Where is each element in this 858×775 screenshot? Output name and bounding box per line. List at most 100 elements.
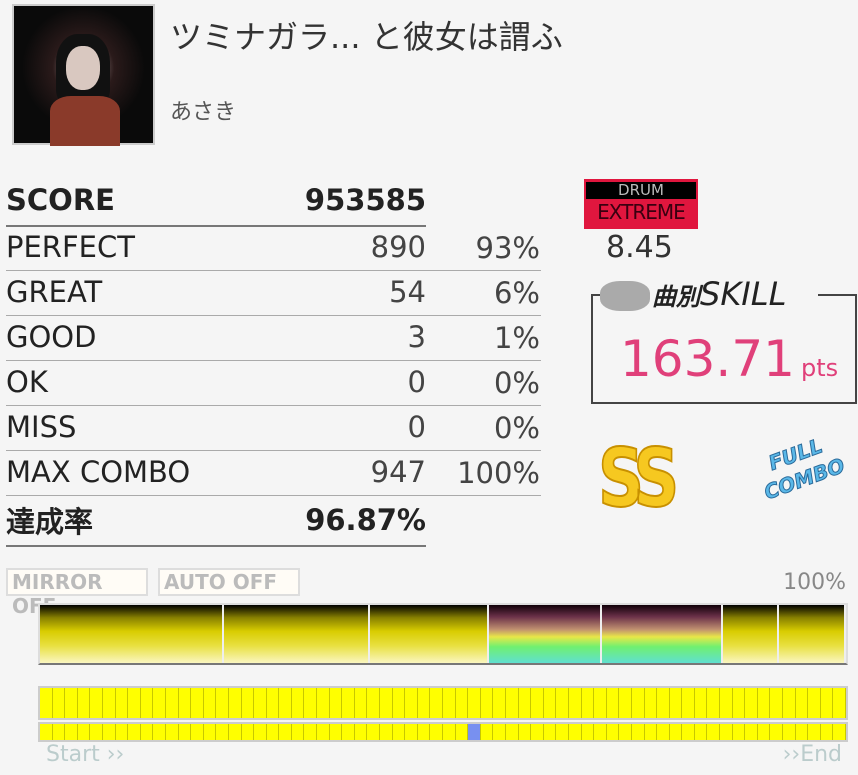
timeline-cell [783,724,796,740]
progress-percent: 100% [783,570,846,595]
timeline-cell [644,724,658,740]
timeline-cell [657,724,670,740]
judgement-count: 947 [370,455,426,489]
timeline-cell [757,688,771,718]
divider [6,545,426,547]
timeline-cell [90,724,103,740]
timeline-cell [128,724,141,740]
timeline-cell [757,724,771,740]
timeline-cell [102,688,116,718]
timeline-cell [417,724,431,740]
timeline-cell [531,724,544,740]
skill-number: 163.71 [620,330,795,388]
judgement-count: 890 [370,230,426,264]
full-combo-badge: FULL COMBO [749,427,858,524]
skill-header: 曲別SKILL [600,275,786,313]
timeline-cell [443,688,456,718]
timeline-cell [77,688,91,718]
rate-value: 96.87% [305,503,426,537]
timeline-cell [367,724,381,740]
skill-frame-line [818,294,857,296]
judgement-label: PERFECT [6,230,135,264]
timeline-cell [304,688,318,718]
album-jacket [12,4,155,146]
timeline-cell [52,688,66,718]
timeline-cell [65,724,78,740]
position-bar[interactable] [38,722,848,742]
song-artist: あさき [170,100,237,125]
timeline-cell [266,688,280,718]
timeline-cell [594,688,607,718]
position-marker [468,724,481,740]
timeline-cell [430,688,443,718]
timeline-cell [795,688,809,718]
graph-section [40,605,224,663]
timeline-cell [342,688,355,718]
timeline-cell [720,688,733,718]
end-label: ››End [782,742,842,767]
judgement-percent: 0% [493,411,540,445]
judgement-percent: 93% [475,231,540,265]
timeline-cell [770,688,784,718]
timeline-cell [631,724,645,740]
timeline-cell [392,688,406,718]
divider [6,360,541,361]
timeline-cell [405,724,418,740]
timeline-cell [115,724,129,740]
judgement-percent: 1% [493,321,540,355]
divider [6,450,541,451]
skill-kanji: 曲別 [652,283,700,311]
judgement-count: 0 [407,410,426,444]
timeline-cell [682,688,695,718]
timeline-cell [165,688,179,718]
judgement-percent: 100% [457,456,540,490]
timeline-cell [102,724,116,740]
rank-badge: SS [597,431,680,526]
timeline-cell [354,688,368,718]
timeline-cell [90,688,103,718]
skill-frame-line [591,294,603,296]
timeline-cell [694,724,708,740]
timeline-cell [795,724,809,740]
skill-logo-icon [600,281,650,311]
judgement-row: MISS 0 [6,405,426,449]
graph-section [779,605,846,663]
divider [6,495,541,496]
timeline-cell [367,688,381,718]
judgement-count: 0 [407,365,426,399]
judgement-label: MAX COMBO [6,455,191,489]
timeline-cell [178,724,192,740]
timeline-cell [606,688,620,718]
timeline-cell [443,724,456,740]
judgement-count: 3 [407,320,426,354]
timeline-cell [543,688,557,718]
skill-box [591,294,857,404]
timeline-cell [820,724,834,740]
timeline-cell [417,688,431,718]
timeline-cell [153,688,166,718]
judgement-percent: 0% [493,366,540,400]
timeline-cell [65,688,78,718]
timeline-cell [203,688,217,718]
divider [6,405,541,406]
difficulty-level: 8.45 [606,230,673,265]
timeline-cell [556,688,569,718]
timeline-cell [203,724,217,740]
judgement-row: GOOD 3 [6,315,426,359]
timeline-cell [606,724,620,740]
judgement-label: GOOD [6,320,97,354]
timeline-cell [505,688,519,718]
timeline-cell [493,688,506,718]
timeline-cell [783,688,796,718]
graph-section [223,605,370,663]
gauge-graph [38,603,848,665]
timeline-cell [191,724,204,740]
judgement-percent: 6% [493,276,540,310]
timeline-cell [568,724,582,740]
timeline-cell [140,724,154,740]
timeline-bar [38,686,848,720]
timeline-cell [455,688,469,718]
score-row: SCORE 953585 [6,178,426,222]
timeline-cell [619,724,632,740]
graph-section [602,605,724,663]
